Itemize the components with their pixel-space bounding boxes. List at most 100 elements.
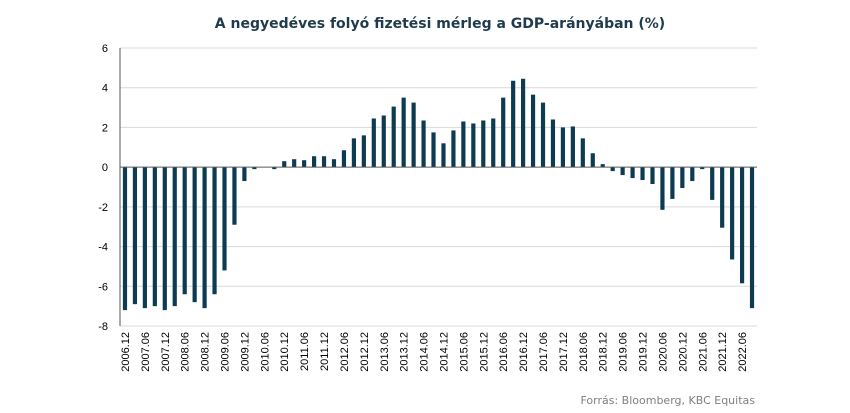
x-tick-label: 2011.06	[299, 332, 311, 371]
x-axis: 2006.12 2007.06 2007.12 2008.06 2008.12 2009.…	[120, 166, 757, 372]
bar-2021-09	[710, 167, 715, 200]
bar-2018-09	[590, 153, 595, 168]
bars	[122, 78, 755, 311]
x-tick-label: 2022.06	[737, 332, 749, 372]
x-tick-label: 2017.12	[558, 332, 570, 372]
bar-2008-12	[202, 167, 207, 309]
bar-2021-03	[690, 167, 695, 182]
x-tick-label: 2015.12	[478, 332, 490, 372]
x-tick-label: 2018.12	[598, 332, 610, 372]
x-tick-label: 2007.12	[160, 332, 172, 372]
x-tick-label: 2014.06	[419, 332, 431, 372]
bar-2007-06	[142, 167, 147, 309]
x-tick-label: 2006.12	[120, 332, 132, 372]
x-tick-label: 2012.06	[339, 332, 351, 372]
bar-2009-06	[222, 167, 227, 271]
x-tick-label: 2013.06	[379, 332, 391, 372]
x-tick-label: 2019.12	[638, 332, 650, 372]
x-tick-label: 2009.12	[239, 332, 251, 372]
bar-2011-03	[292, 159, 297, 168]
x-tick-label: 2017.06	[538, 332, 550, 372]
bar-2012-12	[361, 135, 366, 168]
bar-2016-09	[511, 80, 516, 168]
bar-2018-12	[600, 164, 605, 168]
bar-2020-06	[660, 167, 665, 210]
bar-2016-12	[521, 78, 526, 168]
x-tick-label: 2008.06	[180, 332, 192, 372]
bar-2015-12	[481, 120, 486, 168]
bar-2017-03	[530, 94, 536, 168]
x-tick-label: 2008.12	[200, 332, 212, 372]
bar-2019-06	[620, 167, 625, 176]
chart-title: A negyedéves folyó fizetési mérleg a GDP…	[215, 16, 665, 32]
x-tick-label: 2020.12	[677, 332, 689, 372]
bar-2006-12	[122, 167, 128, 311]
bar-2022-03	[730, 167, 735, 260]
x-tick-label: 2016.12	[518, 332, 530, 372]
bar-2022-09	[749, 167, 755, 309]
bar-2009-03	[212, 167, 217, 295]
bar-2015-06	[461, 121, 466, 168]
bar-2021-06	[700, 167, 705, 170]
bar-2013-03	[371, 118, 376, 168]
bar-2013-12	[401, 97, 406, 168]
bar-2012-09	[351, 138, 356, 168]
bar-2014-06	[421, 120, 426, 168]
x-tick-label: 2010.06	[259, 332, 271, 372]
bar-2007-12	[162, 167, 167, 311]
bar-2016-06	[501, 97, 506, 168]
source-note: Forrás: Bloomberg, KBC Equitas	[580, 394, 755, 407]
bar-2007-03	[132, 167, 138, 305]
bar-2018-06	[580, 138, 585, 168]
x-tick-label: 2010.12	[279, 332, 291, 372]
bar-2018-03	[570, 126, 575, 168]
bar-2014-12	[441, 143, 446, 168]
x-tick-label: 2013.12	[399, 332, 411, 372]
y-tick-label: 6	[102, 43, 108, 55]
bar-2019-09	[630, 167, 635, 179]
bar-2019-12	[640, 167, 645, 181]
bar-2015-03	[451, 130, 456, 168]
bar-2015-09	[471, 123, 476, 168]
bar-2012-06	[341, 150, 347, 168]
y-tick-label: -6	[98, 281, 108, 293]
x-tick-label: 2020.06	[657, 332, 669, 372]
y-tick-label: 2	[102, 122, 108, 134]
x-tick-label: 2018.06	[578, 332, 590, 372]
bar-2010-12	[282, 161, 287, 168]
x-tick-label: 2014.12	[438, 332, 450, 372]
x-tick-label: 2009.06	[220, 332, 232, 372]
bar-2019-03	[610, 167, 615, 172]
x-tick-label: 2012.12	[359, 332, 371, 372]
x-tick-label: 2015.06	[458, 332, 470, 372]
bar-2012-03	[331, 159, 337, 168]
bar-2010-09	[272, 167, 277, 170]
bar-2013-09	[391, 106, 396, 168]
bar-2009-12	[242, 167, 247, 182]
bar-2011-06	[302, 160, 307, 168]
bar-2021-12	[720, 167, 725, 228]
y-tick-label: -2	[98, 202, 108, 214]
x-tick-label: 2021.06	[697, 332, 709, 372]
y-tick-label: -4	[98, 242, 108, 254]
bar-2017-12	[560, 127, 565, 168]
bar-2008-03	[172, 167, 177, 307]
bar-2017-09	[550, 119, 556, 168]
x-tick-label: 2011.12	[319, 332, 331, 371]
bar-2009-09	[232, 167, 237, 225]
bar-2017-06	[540, 102, 546, 168]
bar-2016-03	[491, 118, 496, 168]
bar-2011-09	[312, 156, 317, 168]
bar-2020-09	[670, 167, 675, 199]
bar-2007-09	[152, 167, 157, 307]
bar-2020-03	[650, 167, 655, 185]
y-tick-label: 0	[102, 162, 108, 174]
bar-2020-12	[680, 167, 685, 188]
bar-2011-12	[321, 156, 327, 168]
y-tick-label: -8	[98, 321, 108, 333]
bar-2013-06	[381, 115, 386, 168]
y-axis: 6 4 2 0 -2 -4 -6 -8	[98, 43, 121, 333]
x-tick-label: 2007.06	[140, 332, 152, 372]
y-tick-label: 4	[102, 83, 108, 95]
